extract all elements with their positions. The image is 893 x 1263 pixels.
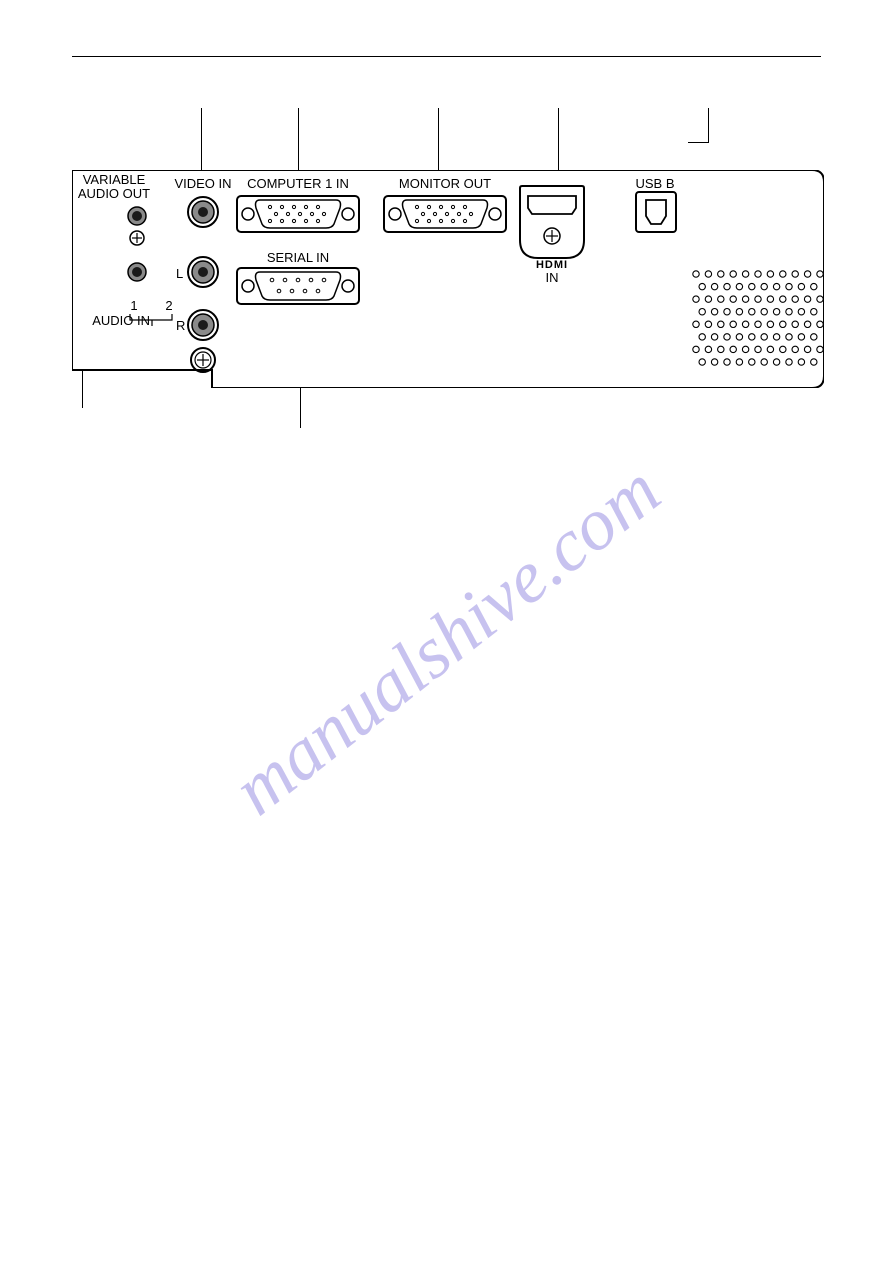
port-audio-r-rca [188, 310, 218, 340]
label-variable: VARIABLE [83, 172, 146, 187]
callout-usb-b-horiz [688, 142, 709, 143]
label-usb-b: USB B [635, 176, 674, 191]
label-audio-in-2: 2 [165, 298, 172, 313]
label-audio-r: R [176, 318, 185, 333]
port-screw-1 [130, 231, 144, 245]
label-monitor-out: MONITOR OUT [399, 176, 491, 191]
watermark-text: manualshive.com [217, 448, 676, 833]
panel-outline [72, 170, 824, 388]
panel-svg: VARIABLE AUDIO OUT VIDEO IN COMPUTER 1 I… [72, 170, 824, 388]
label-audio-l: L [176, 266, 183, 281]
port-screw-bottom [191, 348, 215, 372]
port-audio-l-rca [188, 257, 218, 287]
label-hdmi-in: IN [546, 270, 559, 285]
port-variable-audio-out [128, 207, 146, 225]
label-computer1-in: COMPUTER 1 IN [247, 176, 349, 191]
port-audio-in-1 [128, 263, 146, 281]
label-audio-out: AUDIO OUT [78, 186, 150, 201]
page-root: VARIABLE AUDIO OUT VIDEO IN COMPUTER 1 I… [0, 0, 893, 1263]
label-video-in: VIDEO IN [174, 176, 231, 191]
rear-panel: VARIABLE AUDIO OUT VIDEO IN COMPUTER 1 I… [72, 170, 824, 388]
label-audio-in-1: 1 [130, 298, 137, 313]
port-video-in-rca [188, 197, 218, 227]
label-serial-in: SERIAL IN [267, 250, 329, 265]
callout-usb-b [708, 108, 709, 142]
header-rule [72, 56, 821, 57]
